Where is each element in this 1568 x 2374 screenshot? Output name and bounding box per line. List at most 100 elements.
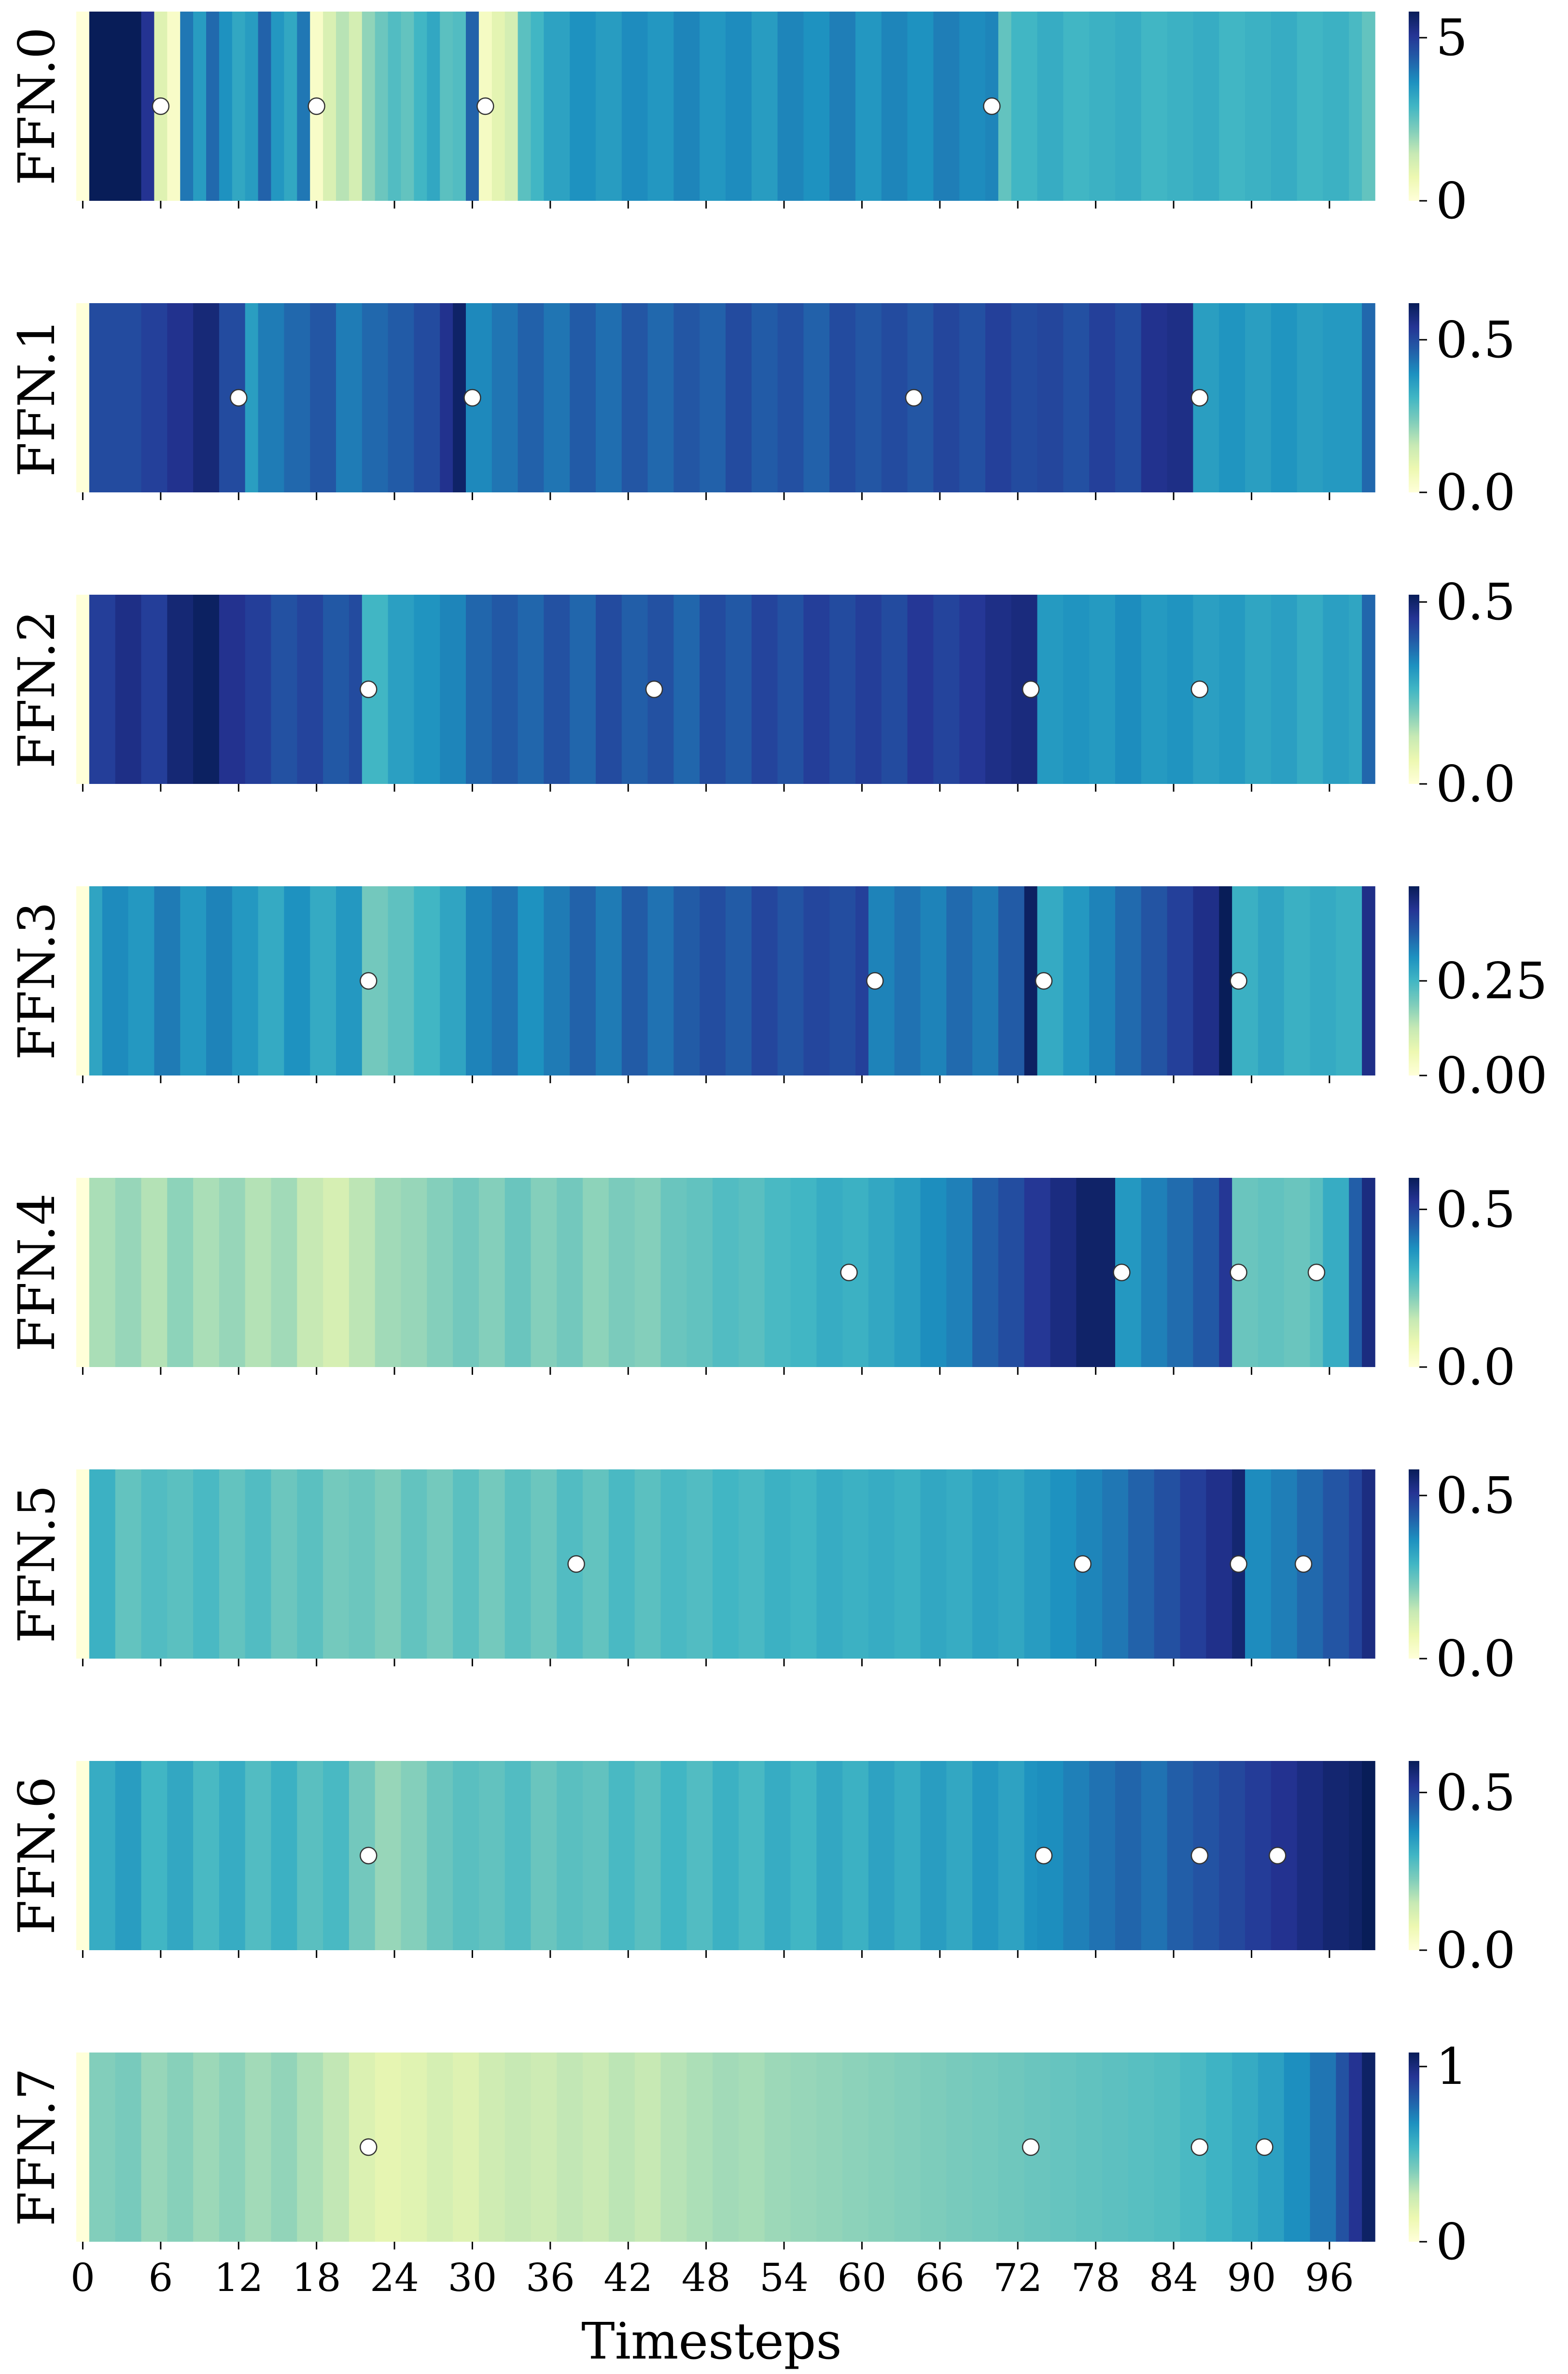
heatmap-cell bbox=[1193, 12, 1219, 201]
heatmap-cell bbox=[1115, 1761, 1142, 1950]
heatmap-cell bbox=[946, 2053, 973, 2242]
heatmap-cell bbox=[829, 886, 856, 1075]
heatmap-cell bbox=[362, 12, 376, 201]
heatmap-cell bbox=[946, 1178, 973, 1367]
heatmap-cell bbox=[297, 1469, 323, 1659]
heatmap-cell bbox=[414, 886, 440, 1075]
heatmap-cell bbox=[868, 1178, 895, 1367]
heatmap-cell bbox=[1323, 1469, 1349, 1659]
heatmap-cell bbox=[193, 303, 220, 492]
heatmap-cell bbox=[1141, 595, 1168, 784]
colorbar bbox=[1409, 1469, 1419, 1659]
heatmap-cell bbox=[245, 2053, 272, 2242]
heatmap-cell bbox=[1063, 595, 1090, 784]
heatmap-cell bbox=[557, 2053, 583, 2242]
heatmap-cell bbox=[881, 12, 908, 201]
heatmap-cell bbox=[700, 303, 726, 492]
heatmap-cell bbox=[868, 2053, 895, 2242]
heatmap-cell bbox=[167, 303, 194, 492]
heatmap-cell bbox=[1336, 2053, 1349, 2242]
heatmap-cell bbox=[1115, 595, 1142, 784]
x-tick-label: 72 bbox=[993, 2255, 1042, 2300]
heatmap-cell bbox=[803, 303, 830, 492]
heatmap-cell bbox=[401, 1178, 428, 1367]
heatmap-cell bbox=[1362, 1178, 1375, 1367]
heatmap-cell bbox=[764, 1761, 791, 1950]
timestep-marker bbox=[1190, 2138, 1209, 2156]
heatmap-cell bbox=[1167, 303, 1194, 492]
timestep-marker bbox=[1190, 680, 1209, 698]
heatmap-cell bbox=[1323, 1761, 1349, 1950]
x-tick-label: 42 bbox=[603, 2255, 653, 2300]
heatmap-cell bbox=[1245, 12, 1272, 201]
panel-label: FFN.5 bbox=[7, 1485, 66, 1643]
heatmap-cell bbox=[959, 303, 986, 492]
heatmap-cell bbox=[1362, 2053, 1375, 2242]
heatmap-cell bbox=[219, 595, 246, 784]
heatmap-cell bbox=[427, 2053, 453, 2242]
heatmap-cell bbox=[180, 886, 207, 1075]
heatmap-cell bbox=[349, 1178, 376, 1367]
timestep-marker bbox=[1113, 1263, 1131, 1282]
heatmap-cell bbox=[1297, 12, 1324, 201]
colorbar-tick-label: 0.5 bbox=[1436, 573, 1515, 631]
heatmap-cell bbox=[89, 2053, 116, 2242]
heatmap-cell bbox=[491, 303, 518, 492]
heatmap-panel: FFN.5 0.0 0.5 bbox=[7, 1466, 1515, 1688]
heatmap-cell bbox=[504, 1178, 532, 1367]
heatmap-cell bbox=[933, 303, 960, 492]
colorbar-tick-label: 0.5 bbox=[1436, 1180, 1515, 1239]
panel-label: FFN.4 bbox=[7, 1193, 66, 1352]
heatmap-cell bbox=[829, 303, 856, 492]
heatmap-cell bbox=[1193, 1178, 1219, 1367]
heatmap-cell bbox=[790, 1469, 817, 1659]
heatmap-cell bbox=[1011, 303, 1038, 492]
x-tick-label: 48 bbox=[682, 2255, 731, 2300]
heatmap-cell bbox=[738, 2053, 765, 2242]
heatmap-cell bbox=[855, 12, 882, 201]
timestep-marker bbox=[360, 1846, 378, 1865]
heatmap-cell bbox=[634, 1178, 661, 1367]
heatmap-cell bbox=[271, 1761, 298, 1950]
heatmap-panel: FFN.3 0.00 0.25 bbox=[7, 886, 1548, 1105]
heatmap-cell bbox=[1323, 12, 1349, 201]
heatmap-cell bbox=[1141, 12, 1168, 201]
heatmap-cell bbox=[1063, 303, 1090, 492]
heatmap-cell bbox=[141, 303, 168, 492]
timestep-marker bbox=[1230, 972, 1247, 990]
heatmap-cell bbox=[1037, 595, 1064, 784]
x-tick-label: 60 bbox=[838, 2255, 887, 2300]
x-axis-title: Timesteps bbox=[581, 2312, 841, 2371]
heatmap-cell bbox=[634, 1761, 661, 1950]
heatmap-cell bbox=[1089, 595, 1116, 784]
x-axis: 0 6 12 18 24 30 36 42 48 54 60 66 72 78 84 90 96 bbox=[70, 2255, 1354, 2300]
heatmap-cell bbox=[1297, 595, 1324, 784]
heatmap-cell bbox=[1193, 886, 1219, 1075]
heatmap-cell bbox=[1323, 595, 1349, 784]
colorbar bbox=[1409, 1178, 1419, 1367]
heatmap-cell bbox=[647, 303, 674, 492]
heatmap-cell bbox=[1141, 886, 1168, 1075]
timestep-marker bbox=[476, 97, 494, 115]
heatmap-cell bbox=[557, 1178, 583, 1367]
heatmap-cell bbox=[570, 12, 596, 201]
heatmap-cell bbox=[478, 1761, 505, 1950]
colorbar-tick-label: 0.5 bbox=[1436, 1466, 1515, 1525]
heatmap-cell bbox=[713, 1178, 739, 1367]
heatmap-cell bbox=[920, 1761, 947, 1950]
heatmap-cell bbox=[985, 303, 1012, 492]
heatmap-cell bbox=[1011, 12, 1038, 201]
heatmap-cell bbox=[596, 303, 622, 492]
heatmap-cell bbox=[713, 1469, 739, 1659]
heatmap-cell bbox=[700, 12, 726, 201]
heatmap-cell bbox=[1284, 2053, 1311, 2242]
heatmap-cell bbox=[647, 12, 674, 201]
heatmap-cell bbox=[1323, 303, 1362, 492]
heatmap-cell bbox=[608, 1469, 635, 1659]
heatmap-cell bbox=[998, 2053, 1025, 2242]
heatmap-cell bbox=[985, 595, 1012, 784]
heatmap-cell bbox=[297, 1761, 323, 1950]
heatmap-cell bbox=[504, 2053, 532, 2242]
x-tick-label: 12 bbox=[214, 2255, 263, 2300]
heatmap-cell bbox=[375, 1469, 402, 1659]
